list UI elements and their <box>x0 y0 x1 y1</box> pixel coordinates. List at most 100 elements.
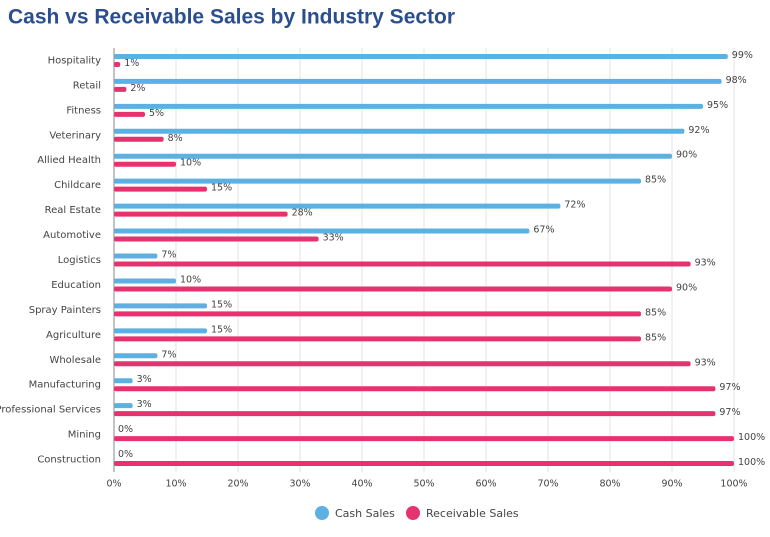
bar <box>114 203 561 209</box>
chart-title: Cash vs Receivable Sales by Industry Sec… <box>8 6 455 29</box>
y-tick-label: Veterinary <box>49 130 101 141</box>
y-tick-label: Real Estate <box>45 205 101 216</box>
x-tick-label: 30% <box>289 479 310 490</box>
x-tick-label: 40% <box>351 479 372 490</box>
y-tick-label: Mining <box>68 430 101 441</box>
value-label: 3% <box>137 374 152 385</box>
y-tick-label: Automotive <box>43 230 101 241</box>
value-label: 15% <box>211 299 232 310</box>
value-label: 85% <box>645 307 666 318</box>
bar <box>114 61 121 67</box>
x-tick-label: 20% <box>227 479 248 490</box>
value-label: 28% <box>292 208 313 219</box>
value-label: 95% <box>707 100 728 111</box>
value-label: 33% <box>323 233 344 244</box>
bar <box>114 403 133 409</box>
value-label: 72% <box>564 200 585 211</box>
bar <box>114 178 641 184</box>
bar <box>114 111 145 117</box>
bar <box>114 78 722 84</box>
value-label: 7% <box>161 250 176 261</box>
y-tick-label: Manufacturing <box>29 380 101 391</box>
value-label: 10% <box>180 274 201 285</box>
bar <box>114 128 685 134</box>
y-tick-label: Hospitality <box>48 55 102 66</box>
value-label: 97% <box>719 407 740 418</box>
value-label: 7% <box>161 349 176 360</box>
bar <box>114 286 672 292</box>
value-label: 0% <box>118 424 133 435</box>
x-tick-label: 60% <box>475 479 496 490</box>
x-tick-label: 80% <box>599 479 620 490</box>
bar <box>114 211 288 217</box>
y-tick-label: Education <box>51 280 101 291</box>
bar <box>114 336 641 342</box>
bar <box>114 228 530 234</box>
value-label: 93% <box>695 357 716 368</box>
y-tick-label: Professional Services <box>0 405 101 416</box>
bar <box>114 378 133 384</box>
value-label: 92% <box>688 125 709 136</box>
bar <box>114 53 728 59</box>
bar <box>114 461 734 467</box>
bar <box>114 161 176 167</box>
y-tick-label: Wholesale <box>49 355 101 366</box>
legend-marker <box>406 506 420 520</box>
bar <box>114 353 158 359</box>
value-label: 85% <box>645 175 666 186</box>
value-label: 2% <box>130 83 145 94</box>
value-label: 100% <box>738 457 765 468</box>
bar <box>114 186 207 192</box>
value-label: 8% <box>168 133 183 144</box>
bar <box>114 103 703 109</box>
value-label: 3% <box>137 399 152 410</box>
value-label: 15% <box>211 324 232 335</box>
bar <box>114 236 319 242</box>
value-label: 90% <box>676 282 697 293</box>
value-label: 10% <box>180 158 201 169</box>
y-tick-label: Childcare <box>54 180 101 191</box>
bar <box>114 411 716 417</box>
value-label: 85% <box>645 332 666 343</box>
bar <box>114 253 158 259</box>
value-label: 100% <box>738 432 765 443</box>
bar <box>114 311 641 317</box>
bar <box>114 261 691 267</box>
value-label: 67% <box>533 225 554 236</box>
y-tick-label: Logistics <box>58 255 101 266</box>
value-label: 93% <box>695 258 716 269</box>
x-tick-label: 70% <box>537 479 558 490</box>
x-tick-label: 0% <box>106 479 121 490</box>
value-label: 5% <box>149 108 164 119</box>
x-tick-label: 100% <box>720 479 747 490</box>
value-label: 99% <box>732 50 753 61</box>
bar <box>114 86 127 92</box>
bar <box>114 136 164 142</box>
y-tick-label: Allied Health <box>37 155 101 166</box>
y-tick-label: Retail <box>73 80 101 91</box>
value-label: 15% <box>211 183 232 194</box>
value-label: 97% <box>719 382 740 393</box>
y-tick-label: Agriculture <box>46 330 101 341</box>
x-tick-label: 50% <box>413 479 434 490</box>
bar <box>114 328 207 334</box>
legend-label: Receivable Sales <box>426 507 519 520</box>
x-tick-label: 90% <box>661 479 682 490</box>
y-tick-label: Construction <box>37 455 101 466</box>
bar <box>114 386 716 392</box>
bar <box>114 153 672 159</box>
bar <box>114 361 691 367</box>
value-label: 0% <box>118 449 133 460</box>
value-label: 98% <box>726 75 747 86</box>
y-tick-label: Spray Painters <box>29 305 101 316</box>
bar <box>114 436 734 442</box>
legend-label: Cash Sales <box>335 507 395 520</box>
y-tick-label: Fitness <box>66 105 101 116</box>
x-tick-label: 10% <box>165 479 186 490</box>
value-label: 90% <box>676 150 697 161</box>
bar <box>114 278 176 284</box>
legend-marker <box>315 506 329 520</box>
value-label: 1% <box>124 58 139 69</box>
bar <box>114 303 207 309</box>
